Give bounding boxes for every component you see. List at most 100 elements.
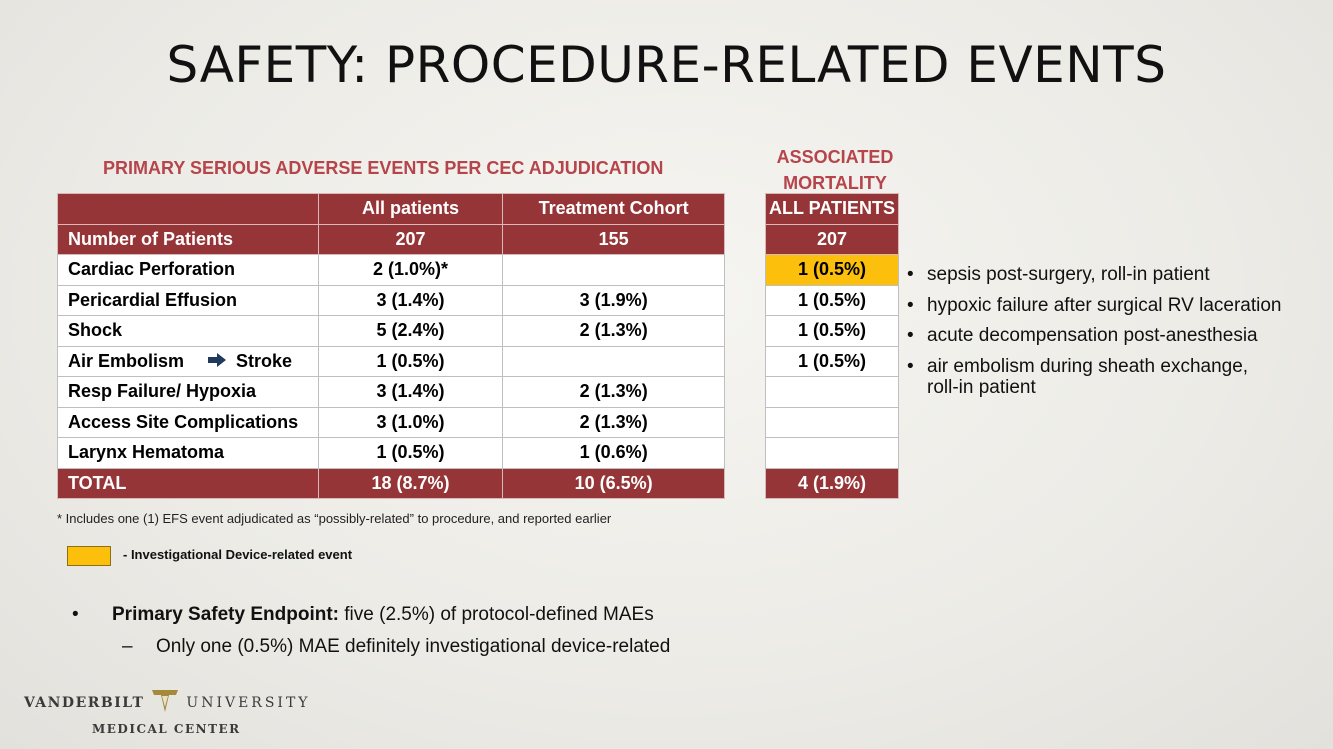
- note-item: • acute decompensation post-anesthesia: [907, 324, 1282, 355]
- legend-swatch: [67, 546, 111, 566]
- mortality-row: 1 (0.5%): [765, 284, 899, 316]
- row-label: Shock: [57, 315, 319, 347]
- mortality-header: ALL PATIENTS: [765, 193, 899, 225]
- mortality-value: 1 (0.5%): [765, 284, 899, 316]
- table-row: Cardiac Perforation 2 (1.0%)*: [57, 254, 725, 286]
- note-continuation: roll-in patient: [927, 377, 1036, 398]
- primary-endpoint-label: Primary Safety Endpoint:: [112, 604, 339, 625]
- dash-icon: –: [122, 636, 133, 657]
- mortality-patients-row: 207: [765, 223, 899, 255]
- note-item: • sepsis post-surgery, roll-in patient: [907, 263, 1282, 294]
- vanderbilt-logo: VANDERBILT UNIVERSITY MEDICAL CENTER: [24, 690, 311, 736]
- note-text: sepsis post-surgery, roll-in patient: [927, 264, 1210, 285]
- row-label: Larynx Hematoma: [57, 437, 319, 469]
- table-row: Resp Failure/ Hypoxia 3 (1.4%) 2 (1.3%): [57, 376, 725, 408]
- row-all: 1 (0.5%): [317, 437, 504, 469]
- sub-bullet-text: Only one (0.5%) MAE definitely investiga…: [156, 636, 671, 657]
- row-cohort: 3 (1.9%): [502, 284, 725, 316]
- legend-text: - Investigational Device-related event: [123, 547, 353, 562]
- row-cohort: 2 (1.3%): [502, 406, 725, 438]
- total-row: TOTAL 18 (8.7%) 10 (6.5%): [57, 467, 725, 499]
- row-all: 1 (0.5%): [317, 345, 504, 377]
- row-cohort: 2 (1.3%): [502, 376, 725, 408]
- mortality-row: 1 (0.5%): [765, 315, 899, 347]
- note-text: acute decompensation post-anesthesia: [927, 325, 1258, 346]
- bullet-icon: •: [72, 604, 79, 625]
- patients-all: 207: [317, 223, 504, 255]
- row-cohort: 2 (1.3%): [502, 315, 725, 347]
- row-label: Resp Failure/ Hypoxia: [57, 376, 319, 408]
- table-row: Larynx Hematoma 1 (0.5%) 1 (0.6%): [57, 437, 725, 469]
- logo-right-text: UNIVERSITY: [186, 695, 311, 711]
- note-item: • air embolism during sheath exchange,: [907, 355, 1282, 386]
- mortality-header-row: ALL PATIENTS: [765, 193, 899, 225]
- mortality-total: 4 (1.9%): [765, 467, 899, 499]
- row-label-air-embolism: Air Embolism Stroke: [57, 345, 319, 377]
- row-all: 3 (1.0%): [317, 406, 504, 438]
- table-row: Access Site Complications 3 (1.0%) 2 (1.…: [57, 406, 725, 438]
- row-cohort: [502, 254, 725, 286]
- header-blank: [57, 193, 319, 225]
- row-label: Pericardial Effusion: [57, 284, 319, 316]
- note-text: air embolism during sheath exchange,: [927, 355, 1249, 377]
- total-label: TOTAL: [57, 467, 319, 499]
- mortality-total-row: 4 (1.9%): [765, 467, 899, 499]
- mortality-row: [765, 406, 899, 438]
- table-heading: PRIMARY SERIOUS ADVERSE EVENTS PER CEC A…: [103, 158, 664, 178]
- bullet-icon: •: [907, 325, 914, 346]
- bullet-icon: •: [907, 264, 914, 285]
- total-all: 18 (8.7%): [317, 467, 504, 499]
- note-text: hypoxic failure after surgical RV lacera…: [927, 294, 1282, 316]
- row-all: 5 (2.4%): [317, 315, 504, 347]
- header-all-patients: All patients: [317, 193, 504, 225]
- mortality-table: ALL PATIENTS 207 1 (0.5%) 1 (0.5%) 1 (0.…: [765, 193, 899, 499]
- mortality-value: [765, 376, 899, 408]
- mortality-heading-line-2: MORTALITY: [783, 173, 887, 193]
- row-all: 2 (1.0%)*: [317, 254, 504, 286]
- row-cohort: 1 (0.6%): [502, 437, 725, 469]
- primary-endpoint-bullet: • Primary Safety Endpoint: five (2.5%) o…: [72, 604, 670, 636]
- mortality-patients: 207: [765, 223, 899, 255]
- table-row: Shock 5 (2.4%) 2 (1.3%): [57, 315, 725, 347]
- row-all: 3 (1.4%): [317, 284, 504, 316]
- right-arrow-icon: [208, 351, 227, 372]
- primary-endpoint-text: five (2.5%) of protocol-defined MAEs: [339, 604, 654, 625]
- mortality-notes: • sepsis post-surgery, roll-in patient • h…: [907, 263, 1282, 399]
- sub-bullet: – Only one (0.5%) MAE definitely investi…: [72, 636, 670, 658]
- row-all: 3 (1.4%): [317, 376, 504, 408]
- total-cohort: 10 (6.5%): [502, 467, 725, 499]
- mortality-row: [765, 376, 899, 408]
- footnote: * Includes one (1) EFS event adjudicated…: [57, 511, 612, 526]
- patients-label: Number of Patients: [57, 223, 319, 255]
- patients-row: Number of Patients 207 155: [57, 223, 725, 255]
- page-title: SAFETY: PROCEDURE-RELATED EVENTS: [166, 36, 1167, 94]
- logo-left-text: VANDERBILT: [24, 695, 145, 711]
- patients-cohort: 155: [502, 223, 725, 255]
- mortality-value-highlighted: 1 (0.5%): [765, 254, 899, 286]
- row-label: Access Site Complications: [57, 406, 319, 438]
- mortality-row: 1 (0.5%): [765, 254, 899, 286]
- mortality-value: 1 (0.5%): [765, 315, 899, 347]
- summary-bullets: • Primary Safety Endpoint: five (2.5%) o…: [72, 604, 670, 658]
- logo-subtitle: MEDICAL CENTER: [92, 722, 241, 736]
- mortality-value: 1 (0.5%): [765, 345, 899, 377]
- adverse-events-table: All patients Treatment Cohort Number of …: [57, 193, 725, 499]
- bullet-icon: •: [907, 294, 914, 316]
- row-label: Air Embolism: [68, 350, 185, 371]
- mortality-value: [765, 406, 899, 438]
- row-label-suffix: Stroke: [236, 350, 293, 371]
- table-row: Air Embolism Stroke 1 (0.5%): [57, 345, 725, 377]
- mortality-row: [765, 437, 899, 469]
- mortality-heading-line-1: ASSOCIATED: [776, 147, 894, 167]
- row-label: Cardiac Perforation: [57, 254, 319, 286]
- bullet-icon: •: [907, 355, 914, 377]
- mortality-value: [765, 437, 899, 469]
- row-cohort: [502, 345, 725, 377]
- table-header-row: All patients Treatment Cohort: [57, 193, 725, 225]
- mortality-row: 1 (0.5%): [765, 345, 899, 377]
- mortality-heading: ASSOCIATED MORTALITY: [765, 144, 905, 196]
- v-oak-leaf-icon: [152, 690, 179, 716]
- note-item: • hypoxic failure after surgical RV lacer…: [907, 294, 1282, 325]
- table-row: Pericardial Effusion 3 (1.4%) 3 (1.9%): [57, 284, 725, 316]
- header-treatment-cohort: Treatment Cohort: [502, 193, 725, 225]
